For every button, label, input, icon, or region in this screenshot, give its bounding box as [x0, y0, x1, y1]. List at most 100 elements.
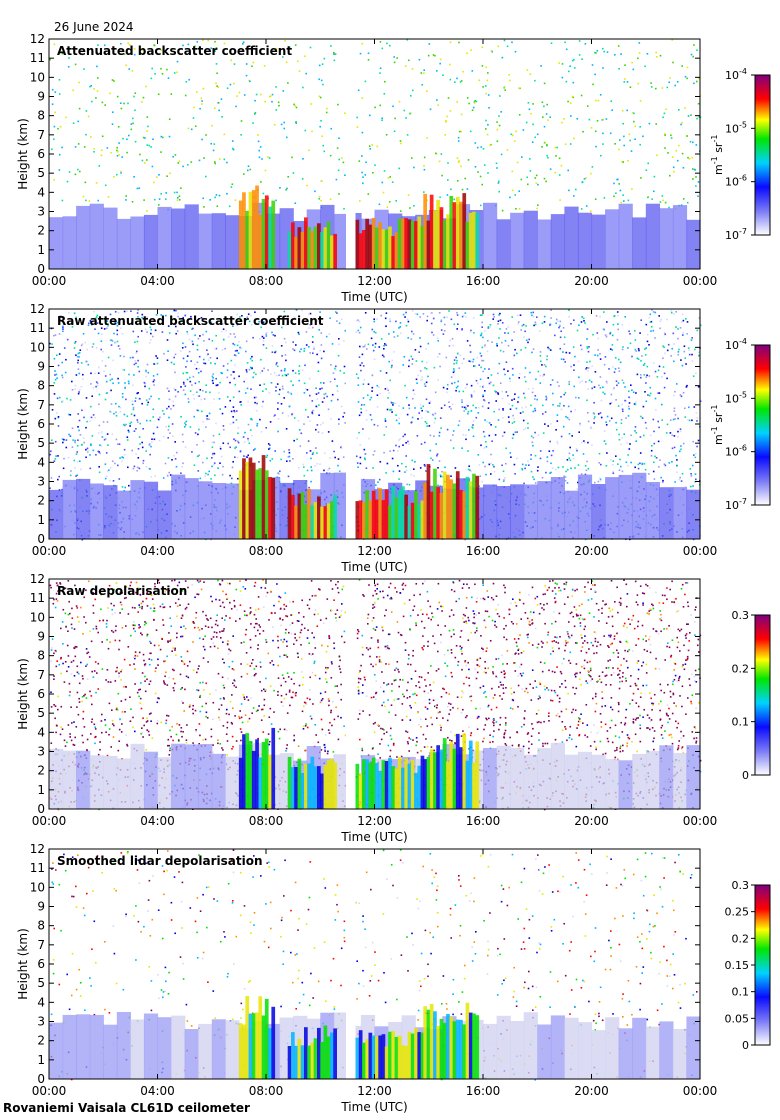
- colorbar-tick-label: 0.3: [732, 609, 750, 622]
- colorbar-tick-label: 10-6: [725, 444, 747, 459]
- y-tick-label: 9: [37, 630, 45, 644]
- y-tick-label: 2: [37, 1034, 45, 1048]
- colorbar-tick-label: 10-7: [725, 227, 747, 242]
- x-tick-label: 00:00: [32, 814, 67, 828]
- colorbar: 10-7 10-6 10-5 10-4 m-1 sr-1: [710, 337, 771, 512]
- panel-title: Attenuated backscatter coefficient: [57, 44, 292, 58]
- colorbar-tick-label: 0.2: [732, 662, 750, 675]
- y-tick-label: 8: [37, 919, 45, 933]
- x-tick-label: 04:00: [140, 544, 175, 558]
- x-tick-label: 00:00: [32, 1084, 67, 1098]
- colorbar-tick-label: 10-6: [725, 174, 747, 189]
- panel-title: Raw attenuated backscatter coefficient: [57, 314, 324, 328]
- x-tick-label: 00:00: [32, 544, 67, 558]
- panel-title: Smoothed lidar depolarisation: [57, 854, 263, 868]
- x-axis-label: Time (UTC): [340, 1100, 407, 1114]
- y-tick-label: 2: [37, 224, 45, 238]
- y-tick-label: 7: [37, 128, 45, 142]
- y-tick-label: 1: [37, 243, 45, 257]
- panel-title: Raw depolarisation: [57, 584, 187, 598]
- colorbar-tick-label: 0.2: [732, 932, 750, 945]
- y-tick-label: 1: [37, 1053, 45, 1067]
- y-tick-label: 11: [30, 321, 45, 335]
- x-axis-label: Time (UTC): [340, 290, 407, 304]
- y-tick-label: 0: [37, 1072, 45, 1086]
- colorbar-gradient: [754, 74, 771, 236]
- x-axis-label: Time (UTC): [340, 830, 407, 844]
- x-tick-label: 12:00: [357, 544, 392, 558]
- y-tick-label: 5: [37, 436, 45, 450]
- y-tick-label: 4: [37, 185, 45, 199]
- y-tick-label: 9: [37, 90, 45, 104]
- x-tick-label: 20:00: [574, 544, 609, 558]
- x-tick-label: 08:00: [249, 814, 284, 828]
- colorbar-unit-label: m-1 sr-1: [710, 405, 725, 445]
- y-tick-label: 4: [37, 455, 45, 469]
- y-tick-label: 8: [37, 109, 45, 123]
- y-axis-label: Height (km): [16, 388, 30, 459]
- heatmap-texture: [49, 579, 702, 811]
- y-tick-label: 7: [37, 398, 45, 412]
- colorbar-tick-label: 0.1: [732, 986, 750, 999]
- colorbar-tick-label: 0.15: [725, 959, 750, 972]
- y-tick-label: 10: [30, 70, 45, 84]
- y-tick-label: 9: [37, 900, 45, 914]
- colorbar-tick-label: 10-7: [725, 497, 747, 512]
- y-tick-label: 3: [37, 745, 45, 759]
- y-tick-label: 3: [37, 475, 45, 489]
- y-tick-label: 3: [37, 1015, 45, 1029]
- y-tick-label: 8: [37, 649, 45, 663]
- colorbar-gradient: [754, 344, 771, 506]
- y-tick-label: 0: [37, 802, 45, 816]
- colorbar-tick-label: 0: [742, 1039, 749, 1052]
- y-tick-label: 6: [37, 147, 45, 161]
- colorbar-tick-label: 0.3: [732, 879, 750, 892]
- y-tick-label: 11: [30, 861, 45, 875]
- date-label: 26 June 2024: [54, 20, 134, 34]
- y-tick-label: 4: [37, 995, 45, 1009]
- colorbar-tick-label: 10-5: [725, 390, 747, 405]
- colorbar: 10-7 10-6 10-5 10-4 m-1 sr-1: [710, 67, 771, 242]
- y-axis-label: Height (km): [16, 928, 30, 999]
- x-tick-label: 16:00: [466, 274, 501, 288]
- y-tick-label: 4: [37, 725, 45, 739]
- y-tick-label: 5: [37, 706, 45, 720]
- x-tick-label: 16:00: [466, 544, 501, 558]
- y-tick-label: 11: [30, 591, 45, 605]
- x-tick-label: 16:00: [466, 1084, 501, 1098]
- colorbar-tick-label: 10-5: [725, 120, 747, 135]
- y-tick-label: 3: [37, 205, 45, 219]
- x-tick-label: 08:00: [249, 1084, 284, 1098]
- y-tick-label: 10: [30, 610, 45, 624]
- y-tick-label: 12: [30, 842, 45, 856]
- y-tick-label: 9: [37, 360, 45, 374]
- y-tick-label: 2: [37, 764, 45, 778]
- footer-label: Rovaniemi Vaisala CL61D ceilometer: [3, 1101, 250, 1115]
- colorbar-unit-label: m-1 sr-1: [710, 135, 725, 175]
- x-tick-label: 00:00: [683, 814, 718, 828]
- colorbar-tick-label: 0.25: [725, 906, 750, 919]
- x-tick-label: 20:00: [574, 1084, 609, 1098]
- colorbar-gradient: [754, 614, 771, 776]
- x-tick-label: 00:00: [683, 1084, 718, 1098]
- x-tick-label: 20:00: [574, 814, 609, 828]
- x-tick-label: 00:00: [32, 274, 67, 288]
- x-tick-label: 12:00: [357, 274, 392, 288]
- x-tick-label: 00:00: [683, 274, 718, 288]
- x-tick-label: 00:00: [683, 544, 718, 558]
- colorbar-gradient: [754, 884, 771, 1046]
- colorbar-tick-label: 0: [742, 769, 749, 782]
- y-tick-label: 8: [37, 379, 45, 393]
- y-tick-label: 12: [30, 302, 45, 316]
- y-tick-label: 0: [37, 262, 45, 276]
- y-tick-label: 0: [37, 532, 45, 546]
- y-tick-label: 10: [30, 340, 45, 354]
- heatmap-texture: [49, 849, 701, 1081]
- colorbar: 0 0.05 0.1 0.15 0.2 0.25 0.3: [725, 879, 771, 1052]
- y-tick-label: 6: [37, 957, 45, 971]
- y-tick-label: 7: [37, 938, 45, 952]
